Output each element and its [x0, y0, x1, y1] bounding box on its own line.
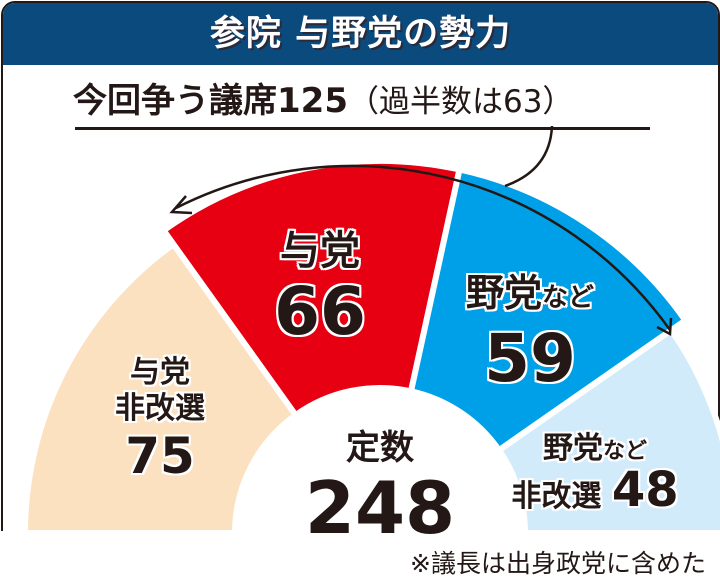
- label-text: 与党: [130, 355, 190, 390]
- segment-ruling: [159, 157, 464, 420]
- arrowhead-left-icon: [169, 195, 193, 215]
- subtitle-main: 今回争う議席125: [73, 81, 348, 121]
- label-text: 非改選: [115, 391, 205, 426]
- label-text: 野党: [465, 271, 542, 315]
- header-bar: [3, 3, 718, 65]
- label-value: 59: [484, 320, 576, 397]
- footnote: ※議長は出身政党に含めた: [410, 549, 706, 578]
- label-value: 75: [125, 427, 195, 485]
- arrowhead-right-icon: [656, 317, 673, 337]
- label-text: 定数: [346, 428, 414, 468]
- label-text: 非改選: [511, 479, 602, 514]
- label-opposition-noncontested: 野党など 非改選 48: [505, 430, 685, 516]
- connector-line: [504, 125, 554, 188]
- subtitle-underline: [75, 127, 650, 130]
- label-value: 48: [611, 462, 679, 518]
- contested-arc-arrow: [175, 164, 672, 331]
- segment-opposition: [407, 165, 690, 455]
- label-text-small: など: [602, 439, 647, 464]
- subtitle: 今回争う議席125（過半数は63）: [73, 79, 648, 123]
- label-total: 定数 248: [290, 428, 470, 548]
- segment-ruling-noncontested: [21, 240, 300, 536]
- label-ruling: 与党 66: [265, 228, 375, 350]
- label-opposition: 野党など 59: [450, 270, 610, 397]
- label-value: 66: [274, 273, 366, 350]
- chart-title: 参院 与野党の勢力: [209, 14, 512, 54]
- label-text: 野党: [542, 431, 603, 466]
- label-value: 248: [304, 466, 456, 550]
- label-ruling-noncontested: 与党 非改選 75: [100, 355, 220, 485]
- label-text-small: など: [542, 283, 595, 313]
- segment-opposition-noncontested: [494, 326, 720, 536]
- label-text: 与党: [280, 228, 360, 274]
- subtitle-paren: （過半数は63）: [347, 84, 574, 120]
